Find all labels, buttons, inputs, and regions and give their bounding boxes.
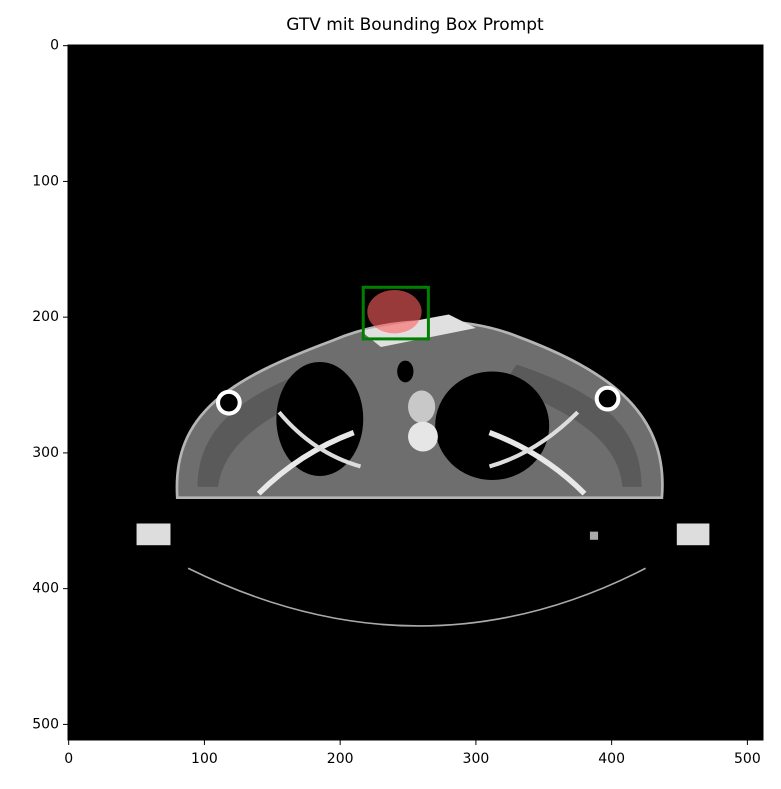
gtv-mask bbox=[367, 290, 422, 334]
y-tick-label: 400 bbox=[32, 581, 59, 597]
x-tick-label: 500 bbox=[734, 751, 761, 767]
x-tick-label: 400 bbox=[598, 751, 625, 767]
chart-title: GTV mit Bounding Box Prompt bbox=[286, 15, 544, 35]
y-tick-label: 200 bbox=[32, 309, 59, 325]
x-tick-label: 300 bbox=[463, 751, 490, 767]
axes-frame bbox=[67, 44, 764, 741]
x-tick-label: 100 bbox=[191, 751, 218, 767]
ct-image bbox=[68, 45, 763, 740]
y-tick-label: 500 bbox=[32, 716, 59, 732]
x-tick-label: 200 bbox=[327, 751, 354, 767]
y-tick-label: 300 bbox=[32, 445, 59, 461]
y-tick-label: 0 bbox=[50, 38, 59, 54]
x-tick-label: 0 bbox=[64, 751, 73, 767]
y-tick-label: 100 bbox=[32, 173, 59, 189]
anatomy bbox=[136, 314, 710, 627]
bounding-box bbox=[361, 285, 430, 341]
